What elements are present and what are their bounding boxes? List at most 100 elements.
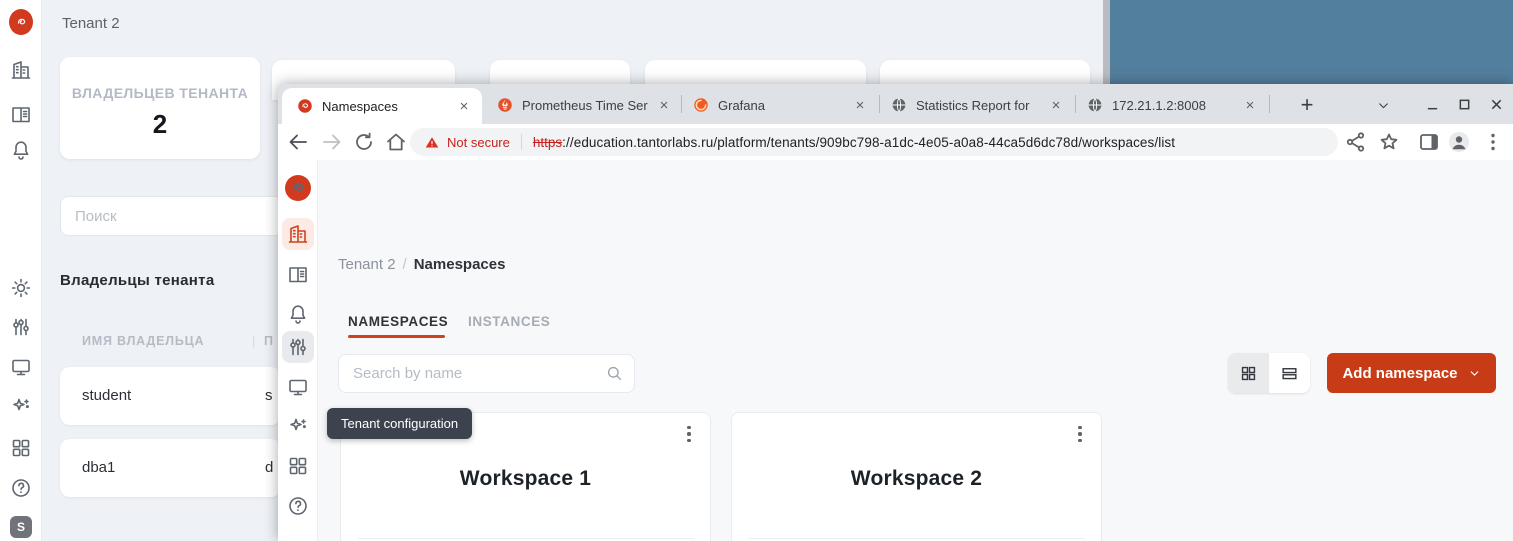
- tab-grafana[interactable]: Grafana ×: [684, 94, 876, 116]
- list-view-icon: [1282, 367, 1297, 379]
- add-namespace-button[interactable]: Add namespace: [1327, 353, 1496, 393]
- help-question-icon[interactable]: [9, 476, 33, 500]
- table-row[interactable]: dba1 d: [60, 439, 281, 497]
- prometheus-favicon-icon: [498, 98, 512, 112]
- tab-title: Statistics Report for: [916, 97, 1030, 113]
- globe-favicon-icon: [892, 98, 906, 112]
- monitor-icon[interactable]: [9, 355, 33, 379]
- sliders-icon: [290, 338, 306, 356]
- background-scrollbar[interactable]: [1103, 0, 1110, 92]
- tab-namespaces[interactable]: Namespaces ×: [282, 88, 482, 124]
- building-icon: [288, 225, 308, 243]
- view-toggle: [1228, 353, 1310, 393]
- forward-arrow-icon[interactable]: [320, 130, 344, 154]
- bookmark-star-icon[interactable]: [1377, 130, 1401, 154]
- tenant-owners-stat-card: ВЛАДЕЛЬЦЕВ ТЕНАНТА 2: [60, 57, 260, 159]
- window-maximize-button[interactable]: [1449, 90, 1479, 118]
- tab-namespaces-section[interactable]: NAMESPACES: [348, 314, 449, 329]
- new-tab-button[interactable]: +: [1300, 92, 1314, 117]
- workspace-menu-kebab-icon[interactable]: [680, 423, 698, 445]
- user-avatar[interactable]: S: [10, 516, 32, 538]
- breadcrumb-separator: /: [402, 256, 407, 273]
- not-secure-label[interactable]: Not secure: [447, 134, 510, 150]
- active-tab-underline: [348, 335, 445, 338]
- side-panel-icon[interactable]: [1417, 130, 1441, 154]
- sidebar-item-tenant-configuration-hovered[interactable]: [282, 331, 314, 363]
- sidebar-notifications-bell-icon[interactable]: [286, 302, 310, 326]
- sidebar-monitor-icon[interactable]: [286, 375, 310, 399]
- window-minimize-button[interactable]: [1417, 90, 1447, 118]
- sidebar-item-tenants-active[interactable]: [282, 218, 314, 250]
- apps-grid-icon[interactable]: [9, 436, 33, 460]
- docs-book-icon[interactable]: [9, 103, 33, 127]
- share-icon[interactable]: [1344, 130, 1368, 154]
- globe-favicon-icon: [1088, 98, 1102, 112]
- tab-close-icon[interactable]: ×: [855, 96, 865, 114]
- tab-title: Namespaces: [322, 98, 398, 114]
- address-bar[interactable]: Not secure https ://education.tantorlabs…: [410, 128, 1338, 156]
- url-text[interactable]: ://education.tantorlabs.ru/platform/tena…: [562, 134, 1176, 150]
- namespace-search-input[interactable]: [338, 354, 635, 393]
- tab-title: Prometheus Time Ser: [522, 97, 648, 113]
- tab-close-icon[interactable]: ×: [1245, 96, 1255, 114]
- tantor-logo-icon[interactable]: [285, 175, 311, 201]
- tab-close-icon[interactable]: ×: [459, 97, 469, 115]
- tab-separator: [681, 95, 682, 113]
- card-divider: [357, 538, 694, 539]
- window-close-button[interactable]: [1481, 90, 1511, 118]
- settings-gear-icon[interactable]: [9, 276, 33, 300]
- owners-section-title: Владельцы тенанта: [60, 272, 215, 289]
- tantor-favicon-icon: [298, 99, 312, 113]
- back-arrow-icon[interactable]: [286, 130, 310, 154]
- column-divider: |: [252, 334, 257, 348]
- configuration-sliders-icon[interactable]: [9, 315, 33, 339]
- owners-table-header: ИМЯ ВЛАДЕЛЬЦА | П: [60, 334, 290, 352]
- browser-toolbar: Not secure https ://education.tantorlabs…: [278, 124, 1513, 160]
- sidebar-docs-book-icon[interactable]: [286, 263, 310, 287]
- tab-close-icon[interactable]: ×: [659, 96, 669, 114]
- home-icon[interactable]: [384, 130, 408, 154]
- tab-close-icon[interactable]: ×: [1051, 96, 1061, 114]
- sidebar-help-question-icon[interactable]: [286, 494, 310, 518]
- browser-window: Namespaces × Prometheus Time Ser × Grafa…: [278, 84, 1513, 541]
- table-row[interactable]: student s: [60, 367, 281, 425]
- sidebar-ai-sparkles-icon[interactable]: [286, 414, 310, 438]
- breadcrumb-parent[interactable]: Tenant 2: [338, 256, 396, 273]
- tab-ip-address[interactable]: 172.21.1.2:8008 ×: [1078, 94, 1266, 116]
- profile-avatar[interactable]: [1447, 130, 1471, 154]
- reload-icon[interactable]: [352, 130, 376, 154]
- url-scheme: https: [532, 134, 563, 150]
- tab-statistics-report[interactable]: Statistics Report for ×: [882, 94, 1072, 116]
- tab-prometheus[interactable]: Prometheus Time Ser ×: [488, 94, 680, 116]
- tab-title: 172.21.1.2:8008: [1112, 97, 1206, 113]
- omnibox-divider: [520, 134, 522, 150]
- sidebar-apps-grid-icon[interactable]: [286, 454, 310, 478]
- browser-tab-strip: Namespaces × Prometheus Time Ser × Grafa…: [278, 84, 1513, 124]
- tantor-logo-icon[interactable]: [9, 9, 33, 35]
- background-search: [60, 196, 292, 236]
- workspace-title: Workspace 2: [850, 467, 983, 490]
- background-sidebar: [0, 0, 42, 541]
- tab-separator: [879, 95, 880, 113]
- owner-col2-partial: s: [265, 387, 273, 404]
- browser-menu-kebab-icon[interactable]: [1481, 130, 1505, 154]
- workspace-menu-kebab-icon[interactable]: [1071, 423, 1089, 445]
- tab-instances-section[interactable]: INSTANCES: [468, 314, 551, 329]
- grid-view-button[interactable]: [1228, 353, 1269, 393]
- add-namespace-label: Add namespace: [1342, 364, 1458, 382]
- tenant-configuration-tooltip: Tenant configuration: [327, 408, 473, 439]
- tab-title: Grafana: [718, 97, 765, 113]
- background-search-input[interactable]: [60, 196, 292, 236]
- list-view-button[interactable]: [1269, 353, 1310, 393]
- notifications-bell-icon[interactable]: [9, 138, 33, 162]
- platform-page: Tenant 2 / Namespaces NAMESPACES INSTANCES…: [278, 160, 1513, 541]
- workspace-title: Workspace 1: [459, 467, 592, 490]
- tab-search-chevron-icon[interactable]: [1370, 92, 1396, 118]
- tenants-building-icon[interactable]: [9, 58, 33, 82]
- workspace-card[interactable]: Workspace 2 0 0 0: [731, 412, 1102, 541]
- tab-separator: [1269, 95, 1270, 113]
- ai-sparkles-icon[interactable]: [9, 394, 33, 418]
- search-icon: [605, 364, 624, 383]
- owner-col2-partial: d: [265, 459, 274, 476]
- stat-card-label: ВЛАДЕЛЬЦЕВ ТЕНАНТА: [71, 85, 249, 101]
